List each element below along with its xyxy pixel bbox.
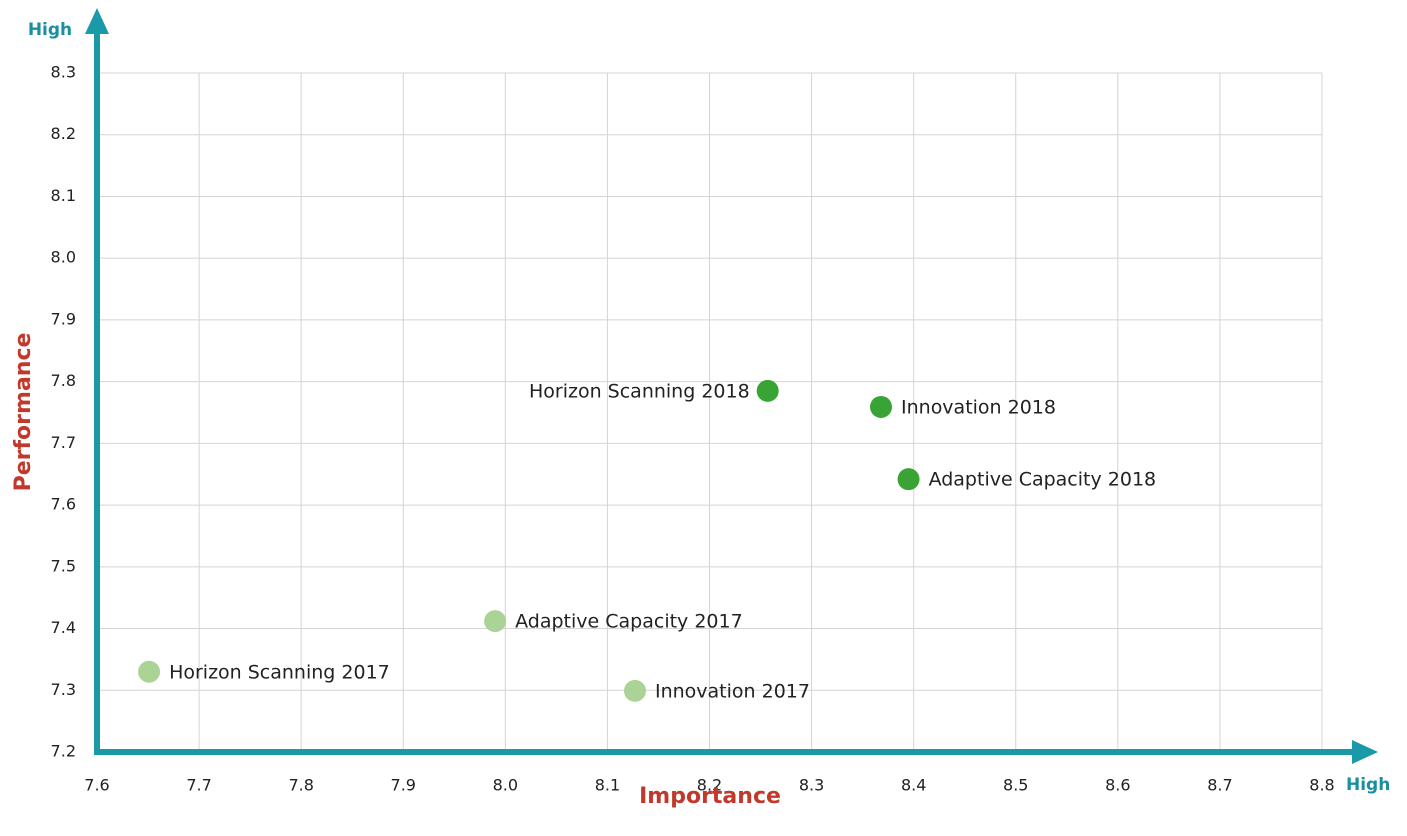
x-tick-label: 8.3 — [799, 776, 824, 795]
y-tick-label: 7.9 — [51, 309, 76, 328]
point — [870, 395, 892, 418]
y-axis-title: Performance — [11, 333, 36, 492]
y-tick-label: 8.0 — [51, 248, 76, 267]
x-axis-arrow — [1352, 740, 1378, 764]
point — [897, 468, 920, 491]
axes: 7.6 7.7 7.8 7.9 8.0 8.1 8.2 8.3 8.4 8.5 8.6 8.7 8.8 7… — [51, 8, 1378, 795]
x-tick-label: 8.7 — [1207, 776, 1232, 795]
point — [756, 379, 779, 402]
x-tick-label: 7.7 — [186, 776, 211, 795]
x-tick-label: 8.4 — [901, 776, 926, 795]
x-axis-title: Importance — [639, 784, 781, 809]
x-high-label: High — [1346, 775, 1390, 795]
grid — [96, 72, 1323, 753]
y-tick-label: 7.8 — [51, 371, 76, 390]
point — [484, 610, 507, 633]
y-tick-label: 7.6 — [51, 495, 76, 514]
point-label: Adaptive Capacity 2018 — [929, 469, 1157, 491]
x-tick-label: 7.6 — [84, 776, 109, 795]
y-tick-label: 8.2 — [51, 124, 76, 143]
point — [623, 679, 646, 702]
x-tick-label: 8.2 — [697, 776, 722, 795]
point-label: Horizon Scanning 2018 — [529, 380, 750, 402]
point-label: Innovation 2018 — [901, 396, 1056, 418]
point-label: Horizon Scanning 2017 — [169, 661, 390, 683]
y-tick-label: 7.3 — [51, 680, 76, 699]
x-tick-label: 7.8 — [288, 776, 313, 795]
x-tick-label: 8.5 — [1003, 776, 1028, 795]
y-tick-label: 7.5 — [51, 556, 76, 575]
x-tick-label: 7.9 — [391, 776, 416, 795]
y-tick-label: 8.1 — [51, 186, 76, 205]
x-tick-label: 8.6 — [1105, 776, 1130, 795]
x-tick-label: 8.0 — [493, 776, 518, 795]
point — [138, 660, 161, 683]
y-high-label: High — [28, 20, 72, 40]
x-tick-label: 8.1 — [595, 776, 620, 795]
y-tick-label: 8.3 — [51, 63, 76, 82]
y-tick-label: 7.2 — [51, 742, 76, 761]
marks: Horizon Scanning 2018 Innovation 2018 Adap… — [138, 379, 1157, 702]
y-tick-label: 7.4 — [51, 618, 76, 637]
y-axis-arrow — [85, 8, 109, 34]
x-tick-label: 8.8 — [1309, 776, 1334, 795]
point-label: Innovation 2017 — [655, 680, 810, 702]
point-label: Adaptive Capacity 2017 — [515, 611, 743, 633]
y-tick-label: 7.7 — [51, 433, 76, 452]
